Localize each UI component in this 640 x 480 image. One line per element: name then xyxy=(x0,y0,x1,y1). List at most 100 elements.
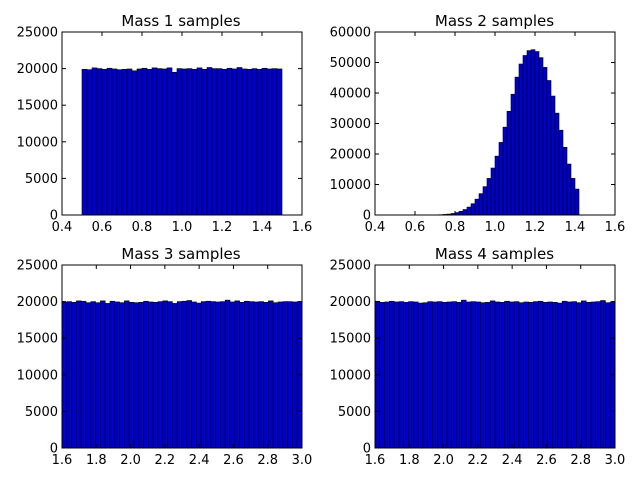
histogram-bar xyxy=(211,68,218,216)
x-tick-label: 2.6 xyxy=(536,453,557,468)
histogram-bar xyxy=(576,302,582,449)
histogram-bar xyxy=(156,68,163,216)
histogram-bar xyxy=(570,178,576,216)
histogram-bar xyxy=(152,302,159,449)
histogram-bar xyxy=(379,302,385,449)
histogram-bar xyxy=(201,69,208,216)
histogram-bar xyxy=(86,69,93,216)
histogram-bar xyxy=(542,67,548,216)
histogram-bar xyxy=(221,69,228,216)
histogram-bar xyxy=(101,69,108,216)
histogram-bar xyxy=(504,300,510,449)
histogram-bar xyxy=(389,300,395,449)
y-tick-label: 25000 xyxy=(17,26,58,41)
x-tick-label: 0.8 xyxy=(445,220,466,235)
histogram-bar xyxy=(162,300,168,449)
histogram-bar xyxy=(239,302,245,449)
x-tick-label: 2.8 xyxy=(570,453,591,468)
histogram-bar xyxy=(146,69,153,216)
histogram-bar xyxy=(266,68,273,216)
histogram-bar xyxy=(186,300,192,449)
histogram-bar xyxy=(490,167,496,216)
y-tick-label: 15000 xyxy=(17,99,58,114)
histogram-bar xyxy=(554,112,560,216)
histogram-bar xyxy=(562,146,568,216)
histogram-bar xyxy=(114,301,120,449)
y-tick-label: 40000 xyxy=(330,87,371,102)
histogram-bar xyxy=(590,301,597,449)
histogram-bar xyxy=(124,300,130,449)
histogram-bar xyxy=(96,68,103,216)
x-tick-label: 1.2 xyxy=(212,220,233,235)
y-tick-label: 20000 xyxy=(17,295,58,310)
y-tick-label: 0 xyxy=(50,442,58,457)
histogram-bar xyxy=(116,69,123,216)
histogram-bar xyxy=(566,301,573,449)
histogram-bar xyxy=(226,67,233,216)
histogram-bar xyxy=(474,198,480,216)
histogram-bar xyxy=(432,301,438,449)
histogram-bar xyxy=(176,68,183,216)
histogram-bar xyxy=(482,186,488,216)
histogram-bar xyxy=(253,301,260,449)
histogram-bar xyxy=(558,129,564,216)
histogram-bar xyxy=(206,67,213,216)
y-tick-label: 20000 xyxy=(330,295,371,310)
histogram-bar xyxy=(216,68,223,216)
histogram-bar xyxy=(441,302,448,449)
histogram-bar xyxy=(282,301,288,449)
histogram-bar xyxy=(417,302,424,449)
y-tick-label: 30000 xyxy=(330,117,371,132)
histogram-bar xyxy=(494,155,500,216)
histogram-bar xyxy=(261,67,268,216)
y-tick-label: 10000 xyxy=(330,178,371,193)
x-tick-label: 2.0 xyxy=(120,453,141,468)
histogram-bar xyxy=(85,302,92,449)
histogram-bar xyxy=(566,163,572,216)
histogram-bar xyxy=(276,68,283,216)
histogram-bar xyxy=(552,302,558,449)
histogram-bar xyxy=(248,301,255,449)
histogram-bar xyxy=(498,142,504,216)
histogram-bar xyxy=(287,301,293,449)
histogram-bar xyxy=(408,301,414,449)
histogram-bar xyxy=(161,68,168,216)
chart-mass-4: Mass 4 samples 1.6 1.8 2.0 2.2 2.4 2.6 2.8 3.0 0… xyxy=(330,245,626,468)
histogram-bar xyxy=(196,67,203,216)
y-tick-label: 5000 xyxy=(25,405,58,420)
x-tick-label: 1.6 xyxy=(292,220,313,235)
histogram-bar xyxy=(166,67,173,216)
histogram-bar xyxy=(220,301,226,449)
histogram-bar xyxy=(462,209,468,216)
x-tick-label: 2.8 xyxy=(257,453,278,468)
x-tick-label: 1.8 xyxy=(399,453,420,468)
histogram-bar xyxy=(518,302,525,449)
histogram-bar xyxy=(200,301,207,449)
histogram-bar xyxy=(172,303,178,449)
x-tick-label: 1.4 xyxy=(565,220,586,235)
histogram-bar xyxy=(231,68,238,216)
histogram-bar xyxy=(456,302,462,449)
histogram-bar xyxy=(465,301,472,449)
histogram-bar xyxy=(470,203,476,216)
histogram-bar xyxy=(489,300,496,449)
histogram-bar xyxy=(277,301,284,449)
histogram-bar xyxy=(470,301,477,449)
histogram-bar xyxy=(547,301,553,449)
x-tick-label: 0.4 xyxy=(365,220,386,235)
histogram-bar xyxy=(600,300,606,449)
histogram-bar xyxy=(522,55,528,216)
histogram-bar xyxy=(215,301,221,449)
histogram-bar xyxy=(181,300,188,449)
histogram-bar xyxy=(119,302,125,449)
x-tick-label: 1.6 xyxy=(52,453,73,468)
axes-frame xyxy=(61,264,303,449)
histogram-bar xyxy=(461,299,467,449)
histogram-bar xyxy=(537,300,544,449)
histogram-bar xyxy=(141,67,148,216)
histogram-bar xyxy=(71,302,77,449)
histogram-bar xyxy=(128,302,135,449)
histogram-bar xyxy=(595,301,601,449)
histogram-bar xyxy=(480,302,486,449)
histogram-bar xyxy=(272,302,279,449)
